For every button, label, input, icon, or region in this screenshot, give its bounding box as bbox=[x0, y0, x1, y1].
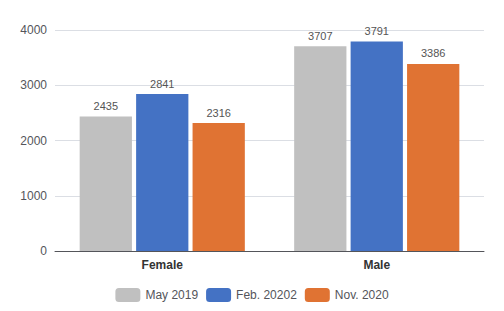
svg-text:3707: 3707 bbox=[308, 30, 332, 42]
svg-text:2000: 2000 bbox=[20, 134, 47, 148]
svg-text:Female: Female bbox=[142, 258, 184, 272]
svg-text:2316: 2316 bbox=[206, 107, 230, 119]
svg-text:2435: 2435 bbox=[94, 100, 118, 112]
svg-text:Male: Male bbox=[363, 258, 390, 272]
svg-text:3386: 3386 bbox=[421, 47, 445, 59]
svg-text:3791: 3791 bbox=[365, 25, 389, 37]
svg-text:May 2019: May 2019 bbox=[145, 288, 198, 302]
svg-text:2841: 2841 bbox=[150, 78, 174, 90]
svg-text:3000: 3000 bbox=[20, 78, 47, 92]
svg-text:Feb. 20202: Feb. 20202 bbox=[236, 288, 297, 302]
svg-text:Nov. 2020: Nov. 2020 bbox=[335, 288, 389, 302]
svg-text:4000: 4000 bbox=[20, 23, 47, 37]
svg-text:0: 0 bbox=[40, 244, 47, 258]
svg-text:1000: 1000 bbox=[20, 189, 47, 203]
